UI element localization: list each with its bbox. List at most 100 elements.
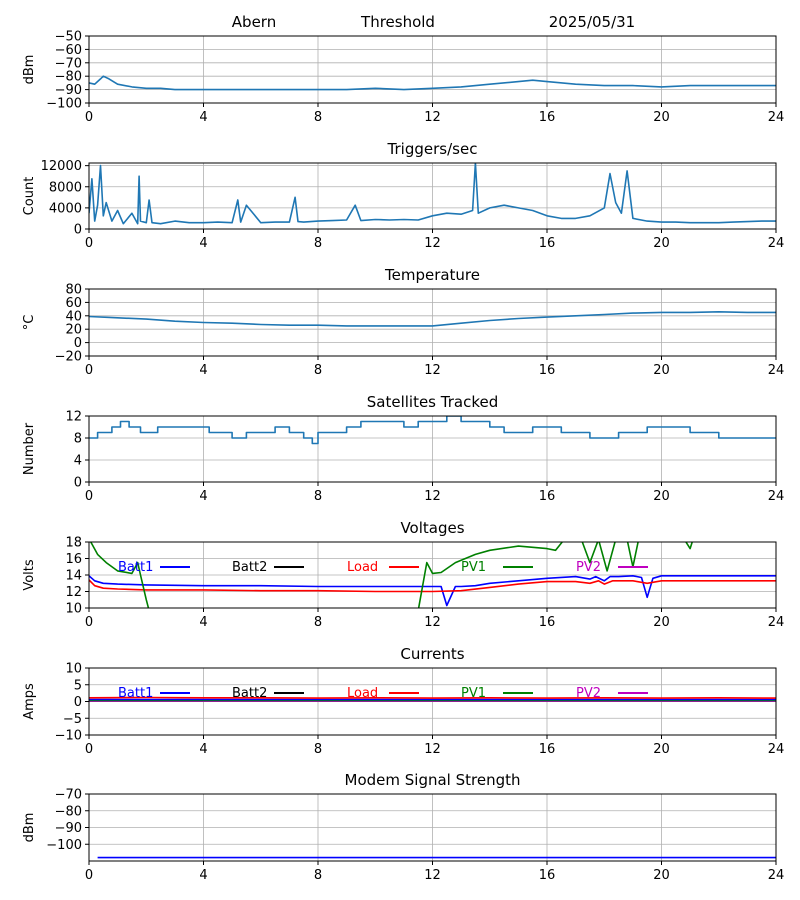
x-tick-label: 16 [539,236,556,251]
x-tick-label: 12 [424,489,441,504]
legend: Batt1 Batt2 Load PV1 PV2 [118,560,648,575]
x-tick-label: 24 [768,868,785,883]
series-group [89,75,776,91]
chart-modem: 0 4 8 12 16 20 24 −100 −90 −80−70 Modem Signal Str… [22,771,784,883]
x-tick-label: 12 [424,363,441,378]
y-axis-label: Volts [22,559,37,591]
legend-label-pv2: PV2 [576,686,601,701]
y-tick-label: −50 [55,30,82,45]
y-tick-label: 16 [65,552,82,567]
legend-label-load: Load [347,560,378,575]
y-tick-label: 0 [74,223,82,238]
x-tick-label: 16 [539,742,556,757]
x-tick-label: 0 [85,236,93,251]
y-tick-label: 4 [74,454,82,469]
x-tick-label: 24 [768,615,785,630]
chart-satellites: 0 4 8 12 16 20 24 0 4 8 12 Satellites Tracked Number [22,393,784,504]
x-tick-label: 12 [424,615,441,630]
y-tick-label: −70 [55,56,82,71]
x-tick-label: 24 [768,363,785,378]
legend-label-batt1: Batt1 [118,686,153,701]
legend-label-pv1: PV1 [461,560,486,575]
x-tick-label: 0 [85,489,93,504]
x-tick-label: 4 [199,489,207,504]
x-tick-label: 4 [199,110,207,125]
y-axis-label: dBm [22,55,37,85]
legend-label-pv2: PV2 [576,560,601,575]
x-tick-label: 20 [653,868,670,883]
x-tick-label: 0 [85,363,93,378]
y-tick-label: −100 [46,838,82,853]
x-tick-label: 16 [539,615,556,630]
y-tick-label: 20 [65,323,82,338]
x-tick-label: 20 [653,489,670,504]
x-tick-label: 12 [424,868,441,883]
y-tick-label: 18 [65,536,82,551]
x-tick-label: 8 [314,868,322,883]
x-tick-label: 0 [85,868,93,883]
x-tick-label: 0 [85,742,93,757]
y-tick-label: −80 [55,70,82,85]
x-tick-label: 12 [424,110,441,125]
legend-label-batt2: Batt2 [232,560,267,575]
series-group [89,163,776,225]
y-tick-label: 12 [65,410,82,425]
y-tick-label: −70 [55,788,82,803]
y-tick-label: 4000 [49,201,82,216]
y-tick-label: 80 [65,283,82,298]
x-tick-label: 4 [199,615,207,630]
y-tick-label: 10 [65,662,82,677]
x-tick-label: 8 [314,615,322,630]
y-tick-label: 0 [74,336,82,351]
x-tick-label: 8 [314,489,322,504]
y-tick-label: 10 [65,602,82,617]
x-tick-label: 4 [199,363,207,378]
x-tick-label: 20 [653,742,670,757]
header-mode: Threshold [360,13,435,31]
x-tick-label: 24 [768,742,785,757]
x-tick-label: 4 [199,868,207,883]
chart-threshold: 0 4 8 12 16 20 24 −100−90−80−70−60−50 dBm [22,30,784,126]
header-date: 2025/05/31 [549,13,635,31]
chart-title: Voltages [400,519,464,537]
x-tick-label: 20 [653,236,670,251]
x-tick-label: 24 [768,110,785,125]
y-axis-label: dBm [22,813,37,843]
x-tick-label: 4 [199,236,207,251]
y-tick-label: 0 [74,476,82,491]
legend: Batt1 Batt2 Load PV1 PV2 [118,686,648,701]
x-tick-label: 20 [653,110,670,125]
chart-title: Modem Signal Strength [345,771,521,789]
series-line-pv1 [89,542,694,608]
y-tick-label: −60 [55,43,82,58]
y-tick-label: 12 [65,585,82,600]
y-axis-label: Count [22,177,37,216]
x-tick-label: 8 [314,363,322,378]
legend-label-batt2: Batt2 [232,686,267,701]
y-tick-label: −90 [55,821,82,836]
y-tick-label: 8 [74,432,82,447]
x-tick-label: 24 [768,489,785,504]
y-tick-label: −90 [55,83,82,98]
x-tick-label: 24 [768,236,785,251]
series-line [89,163,776,225]
x-tick-label: 16 [539,363,556,378]
series-line-batt1 [89,574,776,607]
y-tick-label: 5 [74,678,82,693]
series-line-load [89,696,776,699]
y-axis-label: Amps [22,683,37,720]
y-tick-label: 0 [74,695,82,710]
y-tick-label: 60 [65,296,82,311]
legend-label-batt1: Batt1 [118,560,153,575]
legend-label-load: Load [347,686,378,701]
header-site: Abern [232,13,276,31]
y-tick-label: 40 [65,309,82,324]
y-tick-label: −10 [55,729,82,744]
x-tick-label: 20 [653,615,670,630]
x-tick-label: 8 [314,742,322,757]
y-tick-label: 8000 [49,180,82,195]
